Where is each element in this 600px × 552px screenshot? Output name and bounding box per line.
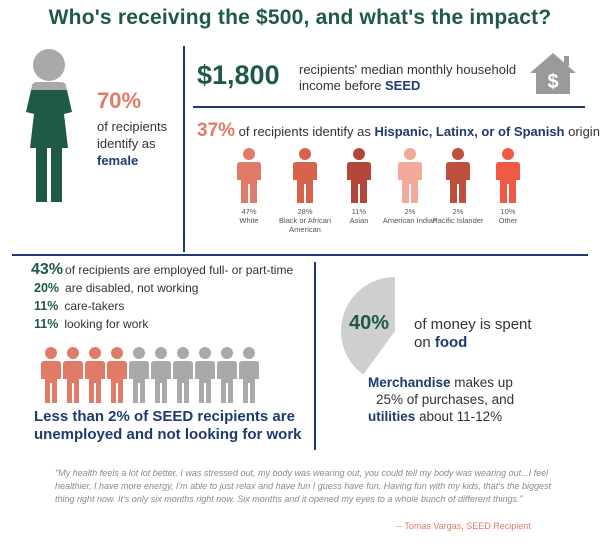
employment-text: looking for work bbox=[64, 317, 149, 331]
employment-percent: 11% bbox=[34, 299, 59, 313]
employment-percent: 43% bbox=[31, 261, 64, 278]
horizontal-divider-middle bbox=[12, 254, 588, 256]
employment-text: are disabled, not working bbox=[65, 281, 199, 295]
person-icon bbox=[173, 347, 193, 403]
unemployed-line-1: Less than 2% of SEED recipients are bbox=[34, 408, 295, 425]
person-icon bbox=[85, 347, 105, 403]
merch-text-2: 25% of purchases, and bbox=[376, 392, 515, 407]
svg-text:$: $ bbox=[547, 71, 558, 93]
house-dollar-icon: $ bbox=[530, 53, 576, 94]
female-description: of recipients identify as female bbox=[97, 118, 181, 169]
race-label: White bbox=[239, 216, 259, 225]
race-label: Asian bbox=[349, 216, 369, 225]
person-icon bbox=[129, 347, 149, 403]
hispanic-bold: Hispanic, Latinx, or of Spanish bbox=[374, 124, 565, 139]
race-percent: 2% bbox=[404, 207, 416, 216]
person-icon bbox=[293, 148, 317, 203]
hispanic-percent: 37% bbox=[197, 120, 236, 141]
person-icon bbox=[195, 347, 215, 403]
person-icon bbox=[217, 347, 237, 403]
race-percent: 11% bbox=[351, 207, 367, 216]
employment-row: 11% care-takers bbox=[34, 299, 301, 313]
person-icon bbox=[41, 347, 61, 403]
food-description: of money is spent on food bbox=[414, 316, 532, 352]
food-pie-slice bbox=[341, 277, 395, 375]
food-text-line2: on food bbox=[414, 334, 532, 352]
page-title: Who's receiving the $500, and what's the… bbox=[48, 6, 552, 29]
hispanic-text-after: origin bbox=[568, 124, 600, 139]
person-icon bbox=[446, 148, 470, 203]
testimonial-quote: "My health feels a lot lot better. I was… bbox=[55, 468, 552, 504]
person-icon bbox=[347, 148, 371, 203]
employment-text: care-takers bbox=[64, 299, 125, 313]
race-item-white: 47% White bbox=[219, 148, 279, 225]
woman-icon bbox=[26, 49, 72, 202]
income-value: $1,800 bbox=[197, 60, 280, 90]
food-text-before: on bbox=[414, 334, 431, 351]
person-icon bbox=[63, 347, 83, 403]
person-icon bbox=[496, 148, 520, 203]
quote-attribution: -- Tomas Vargas, SEED Recipient bbox=[396, 521, 531, 531]
merch-bold-2: utilities bbox=[368, 409, 416, 424]
race-percent: 47% bbox=[241, 207, 257, 216]
employment-percent: 11% bbox=[34, 317, 59, 331]
vertical-divider-bottom bbox=[314, 262, 316, 450]
race-percent: 28% bbox=[297, 207, 313, 216]
unemployed-statement: Less than 2% of SEED recipients are unem… bbox=[34, 408, 302, 444]
person-icon bbox=[107, 347, 127, 403]
employment-percent: 20% bbox=[34, 281, 60, 295]
race-item-american-indian: 2% American Indian bbox=[380, 148, 440, 225]
people-icon-row bbox=[41, 347, 259, 403]
person-icon bbox=[151, 347, 171, 403]
race-item-pacific-islander: 2% Pacific Islander bbox=[428, 148, 488, 225]
race-item-other: 10% Other bbox=[478, 148, 538, 225]
race-percent: 2% bbox=[452, 207, 464, 216]
merch-text-3: about 11-12% bbox=[419, 409, 503, 424]
employment-row: 20% are disabled, not working bbox=[34, 281, 301, 295]
race-item-black: 28% Black or African American bbox=[275, 148, 335, 234]
food-percent: 40% bbox=[349, 312, 390, 334]
female-bold-word: female bbox=[97, 153, 139, 168]
employment-text: of recipients are employed full- or part… bbox=[65, 263, 294, 277]
race-label: Pacific Islander bbox=[432, 216, 484, 225]
hispanic-line: 37% of recipients identify as Hispanic, … bbox=[197, 120, 600, 142]
race-item-asian: 11% Asian bbox=[329, 148, 389, 225]
food-bold: food bbox=[434, 334, 468, 351]
merch-bold-1: Merchandise bbox=[368, 375, 451, 390]
unemployed-line-2: unemployed and not looking for work bbox=[34, 426, 302, 443]
race-label: Black or African American bbox=[278, 216, 332, 234]
merch-line3: utilities about 11-12% bbox=[368, 408, 578, 425]
merch-text-1: makes up bbox=[454, 375, 513, 390]
income-description: recipients' median monthly household inc… bbox=[299, 62, 529, 94]
person-icon bbox=[239, 347, 259, 403]
female-percent: 70% bbox=[97, 88, 142, 113]
income-bold-word: SEED bbox=[385, 78, 421, 93]
merchandise-description: Merchandise makes up 25% of purchases, a… bbox=[368, 374, 578, 425]
race-label: American Indian bbox=[382, 216, 438, 225]
female-text: of recipients identify as bbox=[97, 119, 168, 151]
employment-row: 43% of recipients are employed full- or … bbox=[31, 261, 301, 279]
employment-list: 43% of recipients are employed full- or … bbox=[31, 261, 301, 331]
merch-line1: Merchandise makes up bbox=[368, 374, 578, 391]
hispanic-text-before: of recipients identify as bbox=[238, 124, 371, 139]
income-text: recipients' median monthly household inc… bbox=[299, 62, 517, 93]
horizontal-divider-income bbox=[193, 106, 585, 108]
race-label: Other bbox=[498, 216, 518, 225]
food-text-line1: of money is spent bbox=[414, 316, 532, 333]
person-icon bbox=[398, 148, 422, 203]
vertical-divider-top bbox=[183, 46, 185, 252]
person-icon bbox=[237, 148, 261, 203]
employment-row: 11% looking for work bbox=[34, 317, 301, 331]
food-pie bbox=[341, 277, 395, 375]
race-percent: 10% bbox=[500, 207, 516, 216]
